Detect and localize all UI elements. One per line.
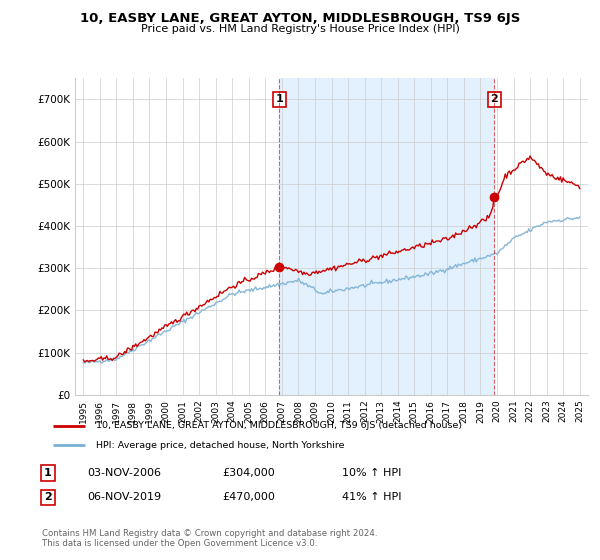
Text: 10, EASBY LANE, GREAT AYTON, MIDDLESBROUGH, TS9 6JS (detached house): 10, EASBY LANE, GREAT AYTON, MIDDLESBROU…: [96, 421, 462, 430]
Text: Contains HM Land Registry data © Crown copyright and database right 2024.
This d: Contains HM Land Registry data © Crown c…: [42, 529, 377, 548]
Text: £470,000: £470,000: [222, 492, 275, 502]
Text: 1: 1: [275, 95, 283, 105]
Text: 06-NOV-2019: 06-NOV-2019: [87, 492, 161, 502]
Text: 03-NOV-2006: 03-NOV-2006: [87, 468, 161, 478]
Text: Price paid vs. HM Land Registry's House Price Index (HPI): Price paid vs. HM Land Registry's House …: [140, 24, 460, 34]
Text: 2: 2: [44, 492, 52, 502]
Text: 41% ↑ HPI: 41% ↑ HPI: [342, 492, 401, 502]
Text: 2: 2: [490, 95, 498, 105]
Bar: [279, 78, 494, 395]
Text: 1: 1: [44, 468, 52, 478]
Text: HPI: Average price, detached house, North Yorkshire: HPI: Average price, detached house, Nort…: [96, 441, 344, 450]
Text: 10, EASBY LANE, GREAT AYTON, MIDDLESBROUGH, TS9 6JS: 10, EASBY LANE, GREAT AYTON, MIDDLESBROU…: [80, 12, 520, 25]
Text: £304,000: £304,000: [222, 468, 275, 478]
Text: 10% ↑ HPI: 10% ↑ HPI: [342, 468, 401, 478]
